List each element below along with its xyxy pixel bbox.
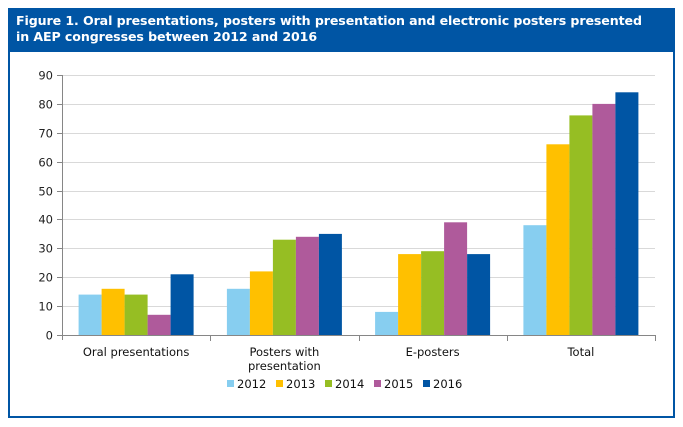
axes bbox=[57, 75, 656, 341]
bar-2014-1 bbox=[272, 239, 296, 335]
y-tick-label: 70 bbox=[38, 127, 53, 141]
figure-title-line2: in AEP congresses between 2012 and 2016 bbox=[16, 29, 317, 44]
legend-label-2012: 2012 bbox=[237, 377, 266, 391]
bar-2015-2 bbox=[444, 222, 468, 335]
legend: 2012 2013 2014 2015 2016 bbox=[227, 377, 462, 391]
bar-2012-2 bbox=[375, 311, 399, 335]
y-axis-ticks: 0 10 20 30 40 50 60 70 80 90 bbox=[38, 69, 53, 343]
y-tick-label: 30 bbox=[38, 242, 53, 256]
figure-title-line1: Figure 1. Oral presentations, posters wi… bbox=[16, 13, 642, 28]
x-category-label: presentation bbox=[248, 359, 321, 373]
legend-swatch-2013 bbox=[276, 380, 283, 387]
y-tick-label: 90 bbox=[38, 69, 53, 83]
legend-label-2014: 2014 bbox=[335, 377, 364, 391]
legend-swatch-2016 bbox=[423, 380, 430, 387]
bar-2014-2 bbox=[421, 251, 445, 335]
figure-header: Figure 1. Oral presentations, posters wi… bbox=[8, 8, 675, 52]
x-axis-categories: Oral presentations Posters withpresentati… bbox=[83, 345, 594, 373]
x-category-label: Oral presentations bbox=[83, 345, 189, 359]
legend-label-2013: 2013 bbox=[286, 377, 315, 391]
bar-2016-2 bbox=[467, 254, 491, 335]
legend-label-2016: 2016 bbox=[433, 377, 462, 391]
y-tick-label: 80 bbox=[38, 98, 53, 112]
y-tick-label: 40 bbox=[38, 213, 53, 227]
bar-2015-3 bbox=[592, 103, 616, 336]
y-tick-label: 20 bbox=[38, 271, 53, 285]
bar-2016-0 bbox=[170, 274, 194, 335]
figure-frame bbox=[8, 8, 675, 418]
y-tick-label: 50 bbox=[38, 185, 53, 199]
bar-2012-0 bbox=[78, 294, 102, 335]
legend-swatch-2015 bbox=[374, 380, 381, 387]
x-category-label: E-posters bbox=[406, 345, 460, 359]
bars bbox=[78, 92, 639, 336]
bar-2013-1 bbox=[249, 271, 273, 335]
legend-label-2015: 2015 bbox=[384, 377, 413, 391]
bar-2013-3 bbox=[546, 144, 570, 335]
bar-2016-3 bbox=[615, 92, 639, 335]
x-category-label: Posters with bbox=[249, 345, 319, 359]
bar-2016-1 bbox=[318, 233, 342, 335]
y-tick-label: 0 bbox=[46, 329, 53, 343]
y-tick-label: 60 bbox=[38, 156, 53, 170]
bar-2015-1 bbox=[295, 236, 319, 335]
y-tick-label: 10 bbox=[38, 300, 53, 314]
bar-2012-1 bbox=[226, 288, 250, 335]
legend-swatch-2012 bbox=[227, 380, 234, 387]
bar-2014-3 bbox=[569, 115, 593, 336]
bar-2012-3 bbox=[523, 225, 547, 335]
bar-2014-0 bbox=[124, 294, 148, 335]
bar-2013-0 bbox=[101, 288, 125, 335]
legend-swatch-2014 bbox=[325, 380, 332, 387]
bar-2015-0 bbox=[147, 314, 171, 335]
x-category-label: Total bbox=[566, 345, 594, 359]
bar-2013-2 bbox=[398, 254, 422, 335]
